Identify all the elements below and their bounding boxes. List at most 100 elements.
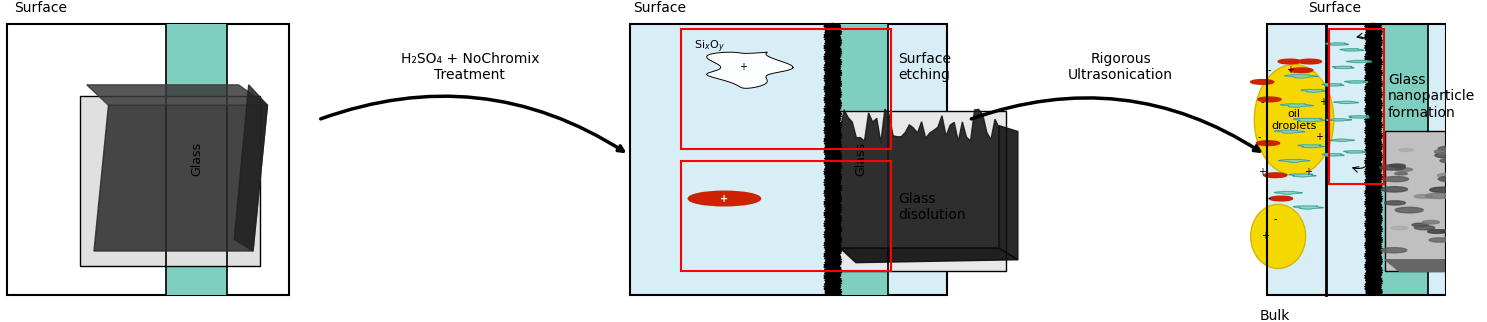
Ellipse shape bbox=[1254, 64, 1334, 175]
Polygon shape bbox=[1285, 75, 1317, 78]
Circle shape bbox=[1395, 172, 1407, 175]
Circle shape bbox=[1258, 97, 1280, 102]
Circle shape bbox=[688, 191, 760, 206]
Circle shape bbox=[1414, 194, 1433, 198]
Text: Glass
nanoparticle
formation: Glass nanoparticle formation bbox=[1387, 73, 1475, 120]
Bar bbox=[1267, 24, 1445, 295]
Polygon shape bbox=[1349, 116, 1370, 118]
Polygon shape bbox=[999, 126, 1019, 260]
Circle shape bbox=[1478, 209, 1487, 211]
Text: Glass: Glass bbox=[854, 142, 867, 176]
Bar bbox=[833, 111, 1007, 271]
Polygon shape bbox=[1322, 84, 1344, 86]
Polygon shape bbox=[1326, 43, 1349, 45]
Circle shape bbox=[1435, 152, 1463, 158]
Bar bbox=[7, 24, 288, 295]
Text: +: + bbox=[1258, 167, 1267, 177]
Bar bbox=[167, 24, 228, 295]
Polygon shape bbox=[94, 105, 268, 251]
Bar bbox=[1374, 24, 1429, 295]
Circle shape bbox=[1426, 193, 1451, 199]
Circle shape bbox=[1438, 173, 1457, 177]
Circle shape bbox=[1450, 242, 1475, 247]
Polygon shape bbox=[1332, 66, 1355, 69]
Polygon shape bbox=[1301, 90, 1328, 92]
Polygon shape bbox=[706, 52, 793, 88]
Text: Surface
etching: Surface etching bbox=[898, 52, 950, 82]
Polygon shape bbox=[1329, 139, 1355, 141]
Circle shape bbox=[1270, 196, 1292, 201]
Circle shape bbox=[1483, 232, 1487, 236]
Polygon shape bbox=[1289, 174, 1316, 177]
Circle shape bbox=[1451, 197, 1468, 200]
Bar bbox=[1267, 24, 1445, 295]
Circle shape bbox=[1289, 68, 1313, 72]
Circle shape bbox=[1381, 187, 1408, 192]
Polygon shape bbox=[1294, 206, 1323, 209]
Circle shape bbox=[1435, 149, 1460, 154]
Circle shape bbox=[1413, 223, 1429, 227]
Text: +: + bbox=[1304, 167, 1313, 177]
Circle shape bbox=[1381, 248, 1407, 253]
Circle shape bbox=[1279, 59, 1301, 64]
Text: Rigorous
Ultrasonication: Rigorous Ultrasonication bbox=[1068, 52, 1173, 82]
Polygon shape bbox=[1280, 104, 1313, 107]
Polygon shape bbox=[1274, 192, 1303, 194]
Polygon shape bbox=[840, 109, 999, 248]
Polygon shape bbox=[1347, 61, 1371, 63]
Polygon shape bbox=[1340, 49, 1364, 51]
Circle shape bbox=[1399, 148, 1413, 152]
Circle shape bbox=[1384, 201, 1405, 205]
Polygon shape bbox=[1384, 260, 1487, 271]
Circle shape bbox=[1478, 250, 1487, 253]
Circle shape bbox=[1480, 188, 1487, 191]
Text: Bulk: Bulk bbox=[1259, 309, 1289, 322]
Bar bbox=[630, 24, 947, 295]
Text: +: + bbox=[739, 62, 746, 72]
Polygon shape bbox=[1294, 118, 1326, 122]
Text: -: - bbox=[1268, 194, 1271, 204]
Text: Si$_x$O$_y$: Si$_x$O$_y$ bbox=[694, 39, 724, 55]
Circle shape bbox=[1480, 192, 1487, 194]
Circle shape bbox=[1445, 236, 1457, 239]
Text: H₂SO₄ + NoChromix
Treatment: H₂SO₄ + NoChromix Treatment bbox=[400, 52, 540, 82]
Polygon shape bbox=[1326, 119, 1352, 121]
Polygon shape bbox=[1344, 151, 1365, 153]
Text: Surface: Surface bbox=[633, 1, 687, 15]
Text: Surface: Surface bbox=[15, 1, 67, 15]
Circle shape bbox=[1439, 158, 1463, 163]
Ellipse shape bbox=[1251, 204, 1306, 269]
Circle shape bbox=[1390, 226, 1408, 230]
Circle shape bbox=[1438, 146, 1462, 151]
Polygon shape bbox=[1344, 81, 1368, 83]
Circle shape bbox=[1395, 207, 1423, 213]
Text: +: + bbox=[1261, 232, 1268, 242]
Circle shape bbox=[1438, 176, 1466, 182]
Circle shape bbox=[1451, 192, 1480, 197]
Text: +: + bbox=[1319, 97, 1326, 107]
Polygon shape bbox=[86, 85, 268, 105]
Circle shape bbox=[1430, 187, 1457, 193]
Text: -: - bbox=[1261, 97, 1264, 107]
Text: Surface: Surface bbox=[1309, 1, 1362, 15]
Circle shape bbox=[1251, 80, 1274, 84]
Polygon shape bbox=[1279, 159, 1310, 162]
Bar bbox=[1384, 131, 1487, 271]
Polygon shape bbox=[1274, 130, 1306, 133]
Circle shape bbox=[1380, 165, 1405, 170]
Circle shape bbox=[1395, 168, 1413, 171]
Circle shape bbox=[1451, 153, 1474, 157]
Polygon shape bbox=[840, 248, 1019, 263]
Bar bbox=[833, 24, 888, 295]
Text: -: - bbox=[1268, 65, 1271, 75]
Text: Glass: Glass bbox=[190, 142, 204, 176]
Circle shape bbox=[1429, 238, 1450, 242]
Circle shape bbox=[1389, 164, 1405, 167]
Text: -: - bbox=[1258, 132, 1261, 142]
Circle shape bbox=[1441, 229, 1462, 233]
Polygon shape bbox=[1322, 154, 1344, 156]
Circle shape bbox=[1469, 198, 1487, 203]
Circle shape bbox=[1257, 141, 1280, 146]
Circle shape bbox=[1383, 176, 1408, 182]
Text: -: - bbox=[1273, 214, 1277, 224]
